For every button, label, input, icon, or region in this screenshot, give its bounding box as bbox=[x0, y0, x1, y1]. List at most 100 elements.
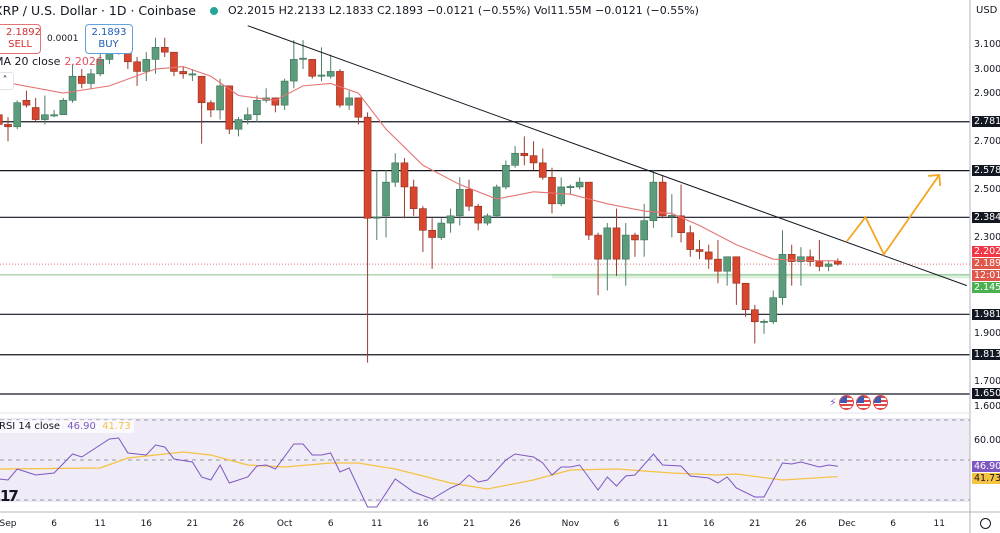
candle-body bbox=[317, 74, 326, 77]
candle bbox=[621, 223, 630, 286]
candle-body bbox=[216, 85, 224, 111]
us-flag-icon[interactable] bbox=[838, 395, 854, 410]
candle-body bbox=[372, 216, 381, 219]
candle-body bbox=[668, 215, 676, 217]
candle bbox=[372, 170, 381, 240]
price-tick-label: 2.300 bbox=[974, 232, 1000, 243]
level-price-label: 1.650 bbox=[972, 388, 1000, 400]
symbol-title[interactable]: XRP / U.S. Dollar · 1D · Coinbase bbox=[0, 3, 196, 18]
candle-body bbox=[151, 47, 160, 60]
time-tick-label: 26 bbox=[509, 519, 521, 529]
candle-body bbox=[188, 73, 197, 76]
candle-body bbox=[290, 59, 298, 82]
candle-body bbox=[133, 61, 141, 72]
support-price-label: 2.145 bbox=[972, 281, 1000, 293]
time-tick-label: 11 bbox=[933, 519, 945, 529]
us-flag-icon[interactable] bbox=[855, 395, 871, 410]
ma-legend-label: MA 20 close bbox=[0, 55, 61, 68]
candle bbox=[170, 51, 178, 77]
candle bbox=[354, 97, 363, 125]
candle-body bbox=[336, 71, 344, 106]
collapse-legend-button[interactable]: ˄ bbox=[0, 72, 14, 90]
price-tick-label: 1.700 bbox=[974, 376, 1000, 388]
buy-button[interactable]: 2.1893 BUY bbox=[84, 24, 133, 54]
candle bbox=[658, 174, 667, 219]
candle bbox=[778, 230, 787, 305]
time-tick-label: 6 bbox=[327, 519, 334, 529]
sell-button[interactable]: 2.1892 SELL bbox=[0, 24, 41, 54]
candle-body bbox=[714, 258, 722, 272]
candle-body bbox=[658, 181, 667, 217]
currency-label[interactable]: USD bbox=[976, 5, 998, 16]
candle bbox=[446, 208, 455, 233]
time-tick-label: 11 bbox=[94, 519, 106, 529]
candle-body bbox=[677, 215, 685, 233]
candle-body bbox=[741, 282, 750, 311]
candle-body bbox=[243, 114, 252, 120]
candle bbox=[96, 52, 104, 77]
candle-body bbox=[557, 186, 566, 205]
lightning-icon: ⚡ bbox=[829, 396, 837, 409]
candle bbox=[797, 247, 805, 286]
candle-body bbox=[732, 256, 741, 284]
candle bbox=[612, 208, 621, 277]
candle bbox=[787, 244, 796, 286]
candle-body bbox=[594, 234, 602, 260]
sell-price: 2.1892 bbox=[6, 27, 41, 38]
candle bbox=[133, 56, 141, 86]
time-tick-label: Oct bbox=[276, 519, 293, 529]
candle bbox=[437, 218, 446, 240]
candle-body bbox=[345, 97, 353, 106]
candle-body bbox=[225, 85, 234, 130]
candle bbox=[326, 54, 335, 79]
support-zone bbox=[551, 273, 970, 279]
candle-body bbox=[299, 57, 307, 60]
rsi-ma-legend-value: 41.73 bbox=[102, 421, 131, 432]
us-flag-icon[interactable] bbox=[872, 395, 888, 410]
time-tick-label: 26 bbox=[232, 519, 245, 529]
buy-price: 2.1893 bbox=[91, 27, 127, 38]
candle bbox=[714, 239, 722, 284]
rsi-ma-value-label: 41.73 bbox=[972, 472, 1000, 484]
ma-price-label: 2.202 bbox=[972, 245, 1000, 257]
tradingview-logo[interactable]: 17 bbox=[0, 487, 19, 505]
candle bbox=[538, 148, 547, 180]
candle bbox=[22, 90, 31, 108]
ma-legend[interactable]: MA 20 close 2.2026 bbox=[0, 55, 103, 68]
candle-body bbox=[548, 177, 556, 205]
candle bbox=[492, 184, 501, 219]
economic-events[interactable]: ⚡ bbox=[829, 395, 888, 410]
candle-body bbox=[704, 251, 713, 260]
settings-gear-icon[interactable] bbox=[980, 518, 991, 529]
rsi-legend[interactable]: RSI 14 close 46.90 41.73 bbox=[0, 420, 134, 433]
bar-countdown-label: 12:01 bbox=[972, 269, 1000, 281]
candle-body bbox=[824, 263, 833, 267]
candle-body bbox=[538, 162, 547, 178]
candle-body bbox=[0, 114, 3, 125]
candle-body bbox=[391, 162, 400, 183]
price-tick-label: 2.500 bbox=[974, 183, 1000, 195]
candle bbox=[824, 261, 833, 272]
candle-body bbox=[77, 75, 86, 84]
price-tick-label: 1.600 bbox=[974, 400, 1000, 412]
candle-body bbox=[787, 254, 796, 262]
candle bbox=[695, 239, 704, 260]
time-tick-label: 11 bbox=[371, 519, 383, 529]
level-price-label: 1.813 bbox=[972, 349, 1000, 361]
candle bbox=[465, 179, 473, 212]
time-tick-label: 6 bbox=[51, 519, 57, 529]
candle bbox=[548, 167, 556, 214]
candle bbox=[409, 179, 418, 216]
sell-label: SELL bbox=[8, 39, 32, 50]
candle bbox=[649, 170, 658, 228]
candle-body bbox=[585, 181, 593, 236]
projection-arrow bbox=[846, 174, 940, 257]
candle bbox=[732, 256, 741, 305]
candle bbox=[13, 100, 22, 130]
candle-body bbox=[723, 256, 731, 272]
candle bbox=[483, 213, 492, 226]
candle bbox=[299, 40, 307, 70]
time-tick-label: 21 bbox=[186, 519, 199, 529]
level-price-label: 2.781 bbox=[972, 116, 1000, 128]
